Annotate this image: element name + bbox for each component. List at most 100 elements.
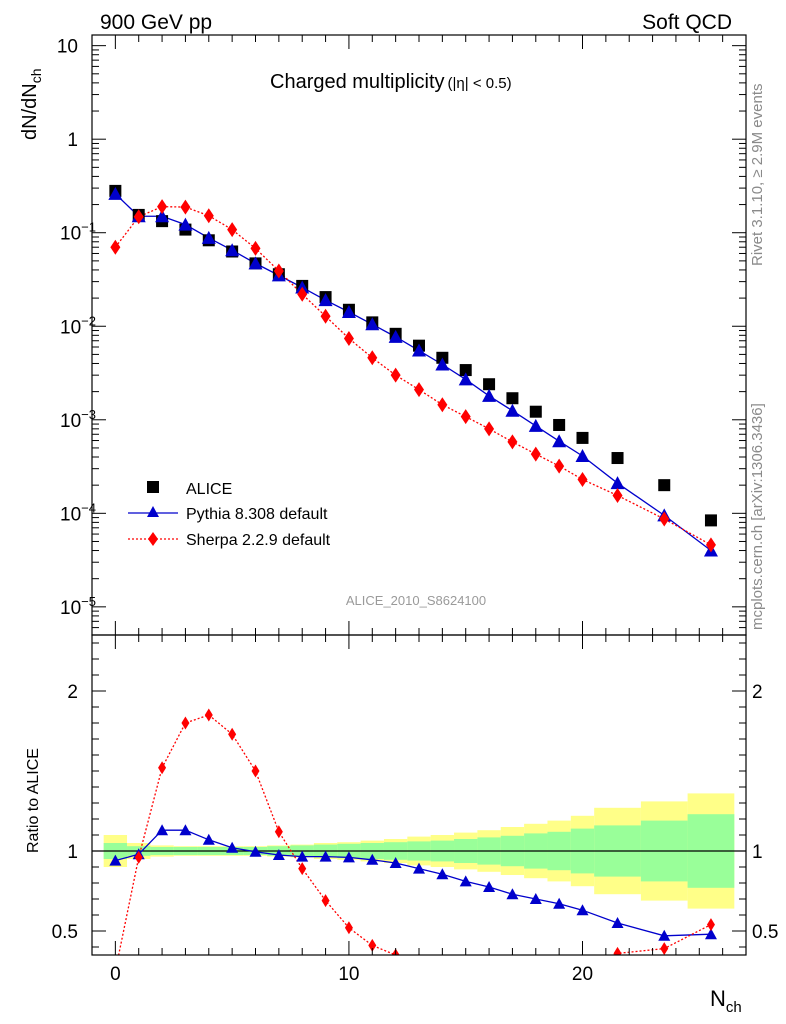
ratio-plot-area — [92, 708, 746, 978]
ratio-series-line-0 — [115, 829, 711, 937]
ratio-point-0-22 — [658, 929, 671, 941]
main-point-1-3 — [178, 217, 193, 231]
main-title: Charged multiplicity (|η| < 0.5) — [270, 71, 512, 93]
ratio-point-0-21 — [611, 917, 624, 928]
main-point-1-5 — [225, 243, 240, 257]
main-y-ticklabel-base: 10 — [60, 411, 81, 432]
main-point-2-23 — [705, 537, 716, 553]
ratio-point-0-6 — [249, 845, 262, 857]
main-y-ticklabel-exp: −5 — [81, 594, 96, 609]
main-point-1-11 — [365, 317, 380, 331]
ratio-point-1-22 — [660, 942, 669, 955]
main-ylabel-text: dN/dN — [19, 83, 41, 140]
legend-marker-pythia — [147, 506, 159, 517]
ratio-point-1-3 — [181, 716, 190, 730]
legend-label-alice: ALICE — [186, 481, 232, 498]
ratio-point-1-10 — [344, 921, 353, 935]
ratio-y-ticklabel-left-1: 1 — [67, 842, 78, 863]
main-point-2-8 — [297, 286, 308, 302]
x-axis-label: Nch — [710, 986, 742, 1016]
legend-label-pythia: Pythia 8.308 default — [186, 506, 328, 523]
ratio-point-0-3 — [179, 824, 192, 836]
main-point-1-9 — [318, 293, 333, 307]
main-y-ticklabel-1: 1 — [67, 130, 78, 151]
ratio-point-1-8 — [298, 862, 307, 876]
main-point-1-0 — [108, 186, 123, 200]
main-y-ticklabel-3: 10−2 — [60, 313, 96, 338]
ratio-point-0-13 — [413, 862, 425, 874]
x-ticklabel-2: 20 — [572, 964, 593, 985]
ratio-point-1-15 — [462, 960, 470, 973]
ratio-y-ticklabel-right-2: 2 — [752, 682, 763, 703]
ratio-point-0-7 — [272, 849, 285, 860]
ratio-point-0-5 — [226, 841, 239, 853]
main-point-2-22 — [659, 511, 670, 527]
main-point-2-20 — [577, 471, 588, 487]
main-point-1-17 — [505, 403, 520, 417]
ratio-point-0-9 — [319, 850, 332, 862]
main-point-0-23 — [704, 514, 717, 527]
ratio-point-0-23 — [704, 928, 717, 940]
main-point-1-18 — [528, 418, 543, 432]
legend-marker-sherpa — [148, 532, 158, 546]
main-point-0-22 — [658, 479, 671, 492]
main-y-ticklabel-exp: −3 — [81, 407, 96, 422]
ratio-point-0-14 — [436, 868, 449, 880]
main-point-2-16 — [484, 421, 495, 437]
main-point-1-12 — [388, 329, 403, 343]
main-point-2-21 — [612, 488, 623, 504]
main-point-2-6 — [250, 240, 261, 256]
main-y-ticklabel-base: 10 — [60, 504, 81, 525]
main-point-0-20 — [576, 431, 589, 444]
main-point-1-10 — [341, 305, 356, 319]
ratio-y-ticklabel-left-2: 2 — [67, 682, 78, 703]
ratio-point-1-6 — [251, 764, 260, 778]
main-point-0-18 — [529, 405, 542, 418]
main-point-0-15 — [459, 364, 472, 377]
ratio-point-1-16 — [485, 963, 493, 976]
ratio-y-ticklabel-right-0: 0.5 — [752, 922, 778, 943]
ratio-y-ticklabel-left-0: 0.5 — [52, 922, 78, 943]
main-point-2-14 — [437, 397, 448, 413]
ratio-point-0-18 — [529, 893, 542, 904]
main-point-2-11 — [367, 350, 378, 366]
ratio-point-1-19 — [555, 963, 563, 976]
x-ticklabel-1: 10 — [338, 964, 359, 985]
main-y-ticklabel-base: 1 — [67, 130, 78, 151]
ratio-point-1-2 — [158, 761, 167, 775]
main-point-1-2 — [155, 209, 170, 223]
main-point-0-17 — [506, 392, 519, 405]
legend-label-sherpa: Sherpa 2.2.9 default — [186, 532, 331, 549]
rivet-version-label: Rivet 3.1.10, ≥ 2.9M events — [749, 84, 766, 267]
main-point-0-16 — [483, 378, 496, 391]
main-point-1-13 — [412, 343, 426, 357]
main-point-1-14 — [435, 357, 450, 371]
main-y-ticklabel-base: 10 — [60, 317, 81, 338]
ratio-panel: 0.5 0.5 1 1 2 2 0 10 20 Ratio to ALICE Nch — [25, 634, 778, 1016]
main-title-suffix: (|η| < 0.5) — [448, 75, 512, 92]
main-point-2-3 — [180, 199, 191, 215]
main-point-2-4 — [203, 208, 214, 224]
main-point-2-1 — [133, 209, 144, 225]
main-point-1-19 — [552, 434, 567, 448]
ratio-point-0-15 — [459, 875, 472, 887]
ratio-point-1-4 — [204, 708, 213, 722]
x-axis-label-sub: ch — [726, 999, 742, 1016]
main-point-2-10 — [343, 330, 354, 346]
main-point-2-0 — [110, 239, 121, 255]
main-point-2-15 — [460, 409, 471, 425]
main-point-2-9 — [320, 308, 331, 324]
x-ticklabel-0: 0 — [110, 964, 121, 985]
ratio-ylabel: Ratio to ALICE — [25, 748, 42, 853]
ratio-point-0-4 — [202, 833, 215, 845]
main-title-text: Charged multiplicity — [270, 71, 445, 93]
main-point-2-12 — [390, 367, 401, 383]
ratio-point-1-14 — [438, 957, 446, 970]
ratio-point-1-17 — [508, 965, 516, 978]
main-plot-area — [108, 184, 718, 557]
main-point-0-19 — [553, 418, 566, 431]
header-left: 900 GeV pp — [100, 11, 212, 34]
main-point-1-4 — [201, 230, 216, 244]
main-y-ticklabel-base: 10 — [60, 598, 81, 619]
